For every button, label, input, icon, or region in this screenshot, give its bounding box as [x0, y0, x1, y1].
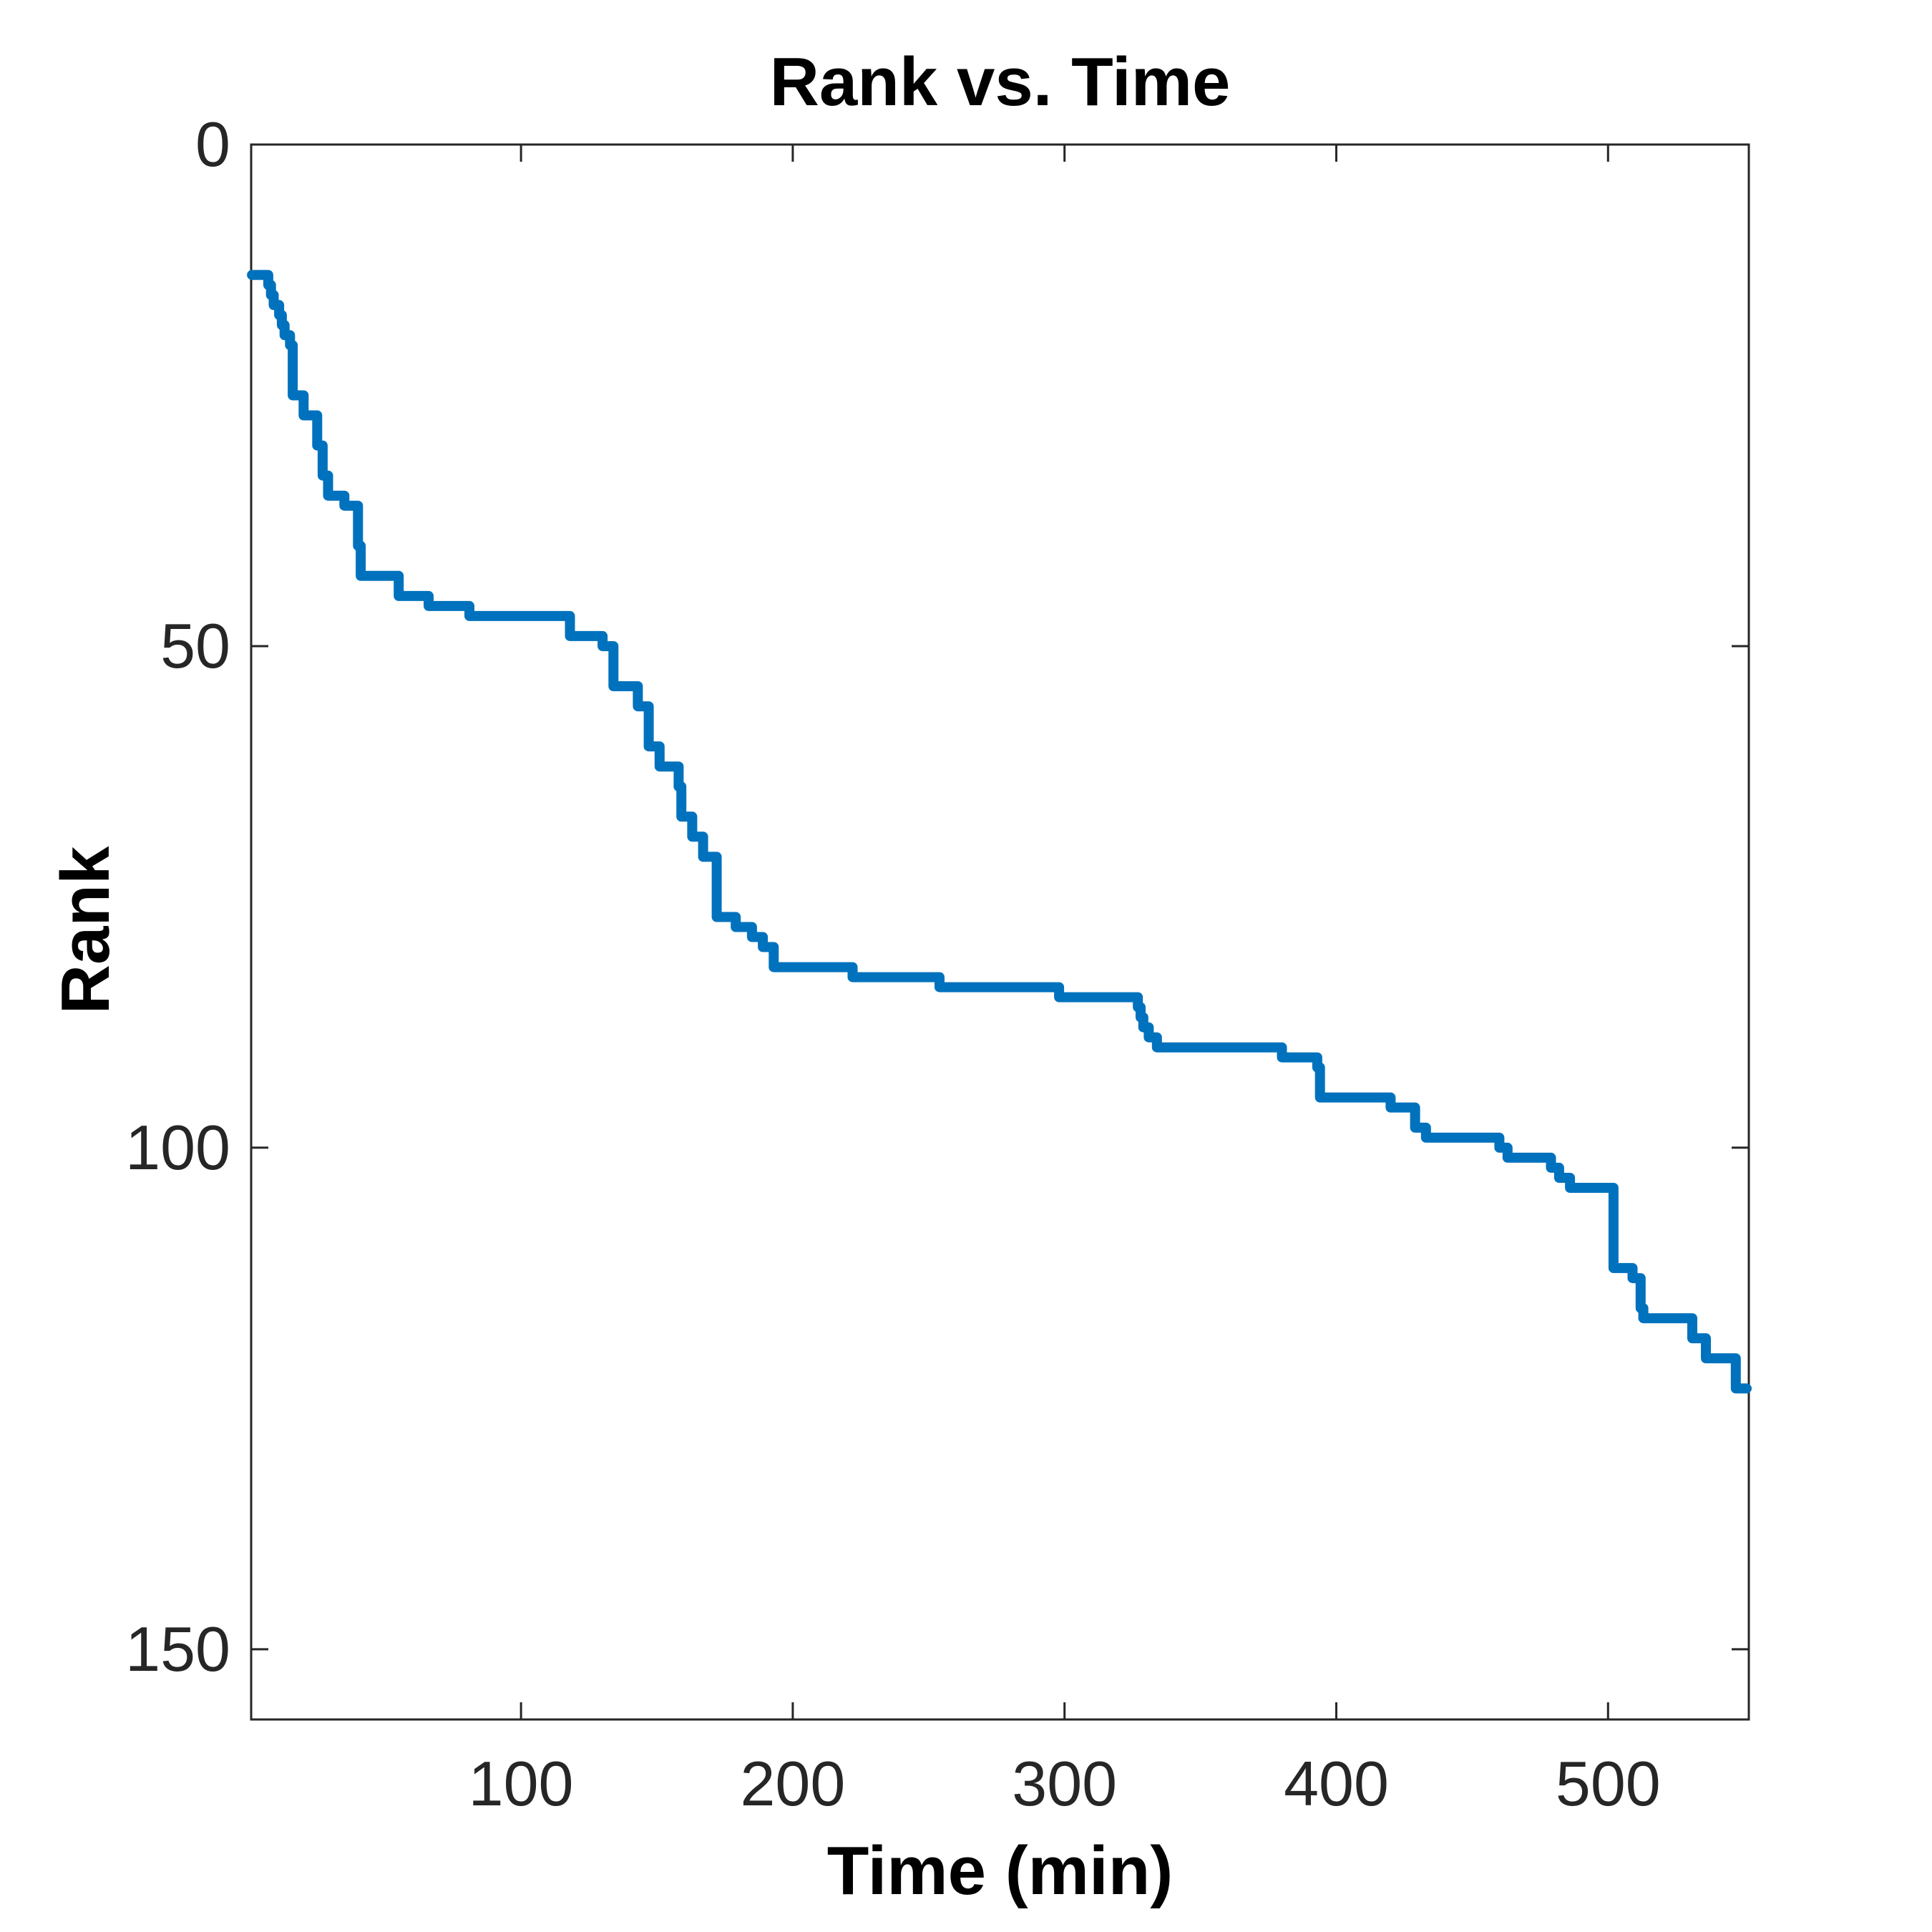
x-tick-label: 200	[740, 1748, 846, 1819]
chart-title: Rank vs. Time	[769, 44, 1231, 120]
y-tick-label: 150	[125, 1613, 230, 1684]
rank-line-series	[247, 270, 1752, 1394]
x-axis-label: Time (min)	[826, 1833, 1174, 1909]
x-tick-label: 400	[1284, 1748, 1389, 1819]
y-tick-label: 100	[125, 1111, 230, 1183]
rank-line	[247, 270, 1752, 1394]
x-tick-label: 500	[1555, 1748, 1661, 1819]
axis-ticks	[251, 143, 1749, 1719]
axes-box	[250, 143, 1750, 1721]
y-tick-label: 50	[160, 610, 230, 681]
y-tick-label: 0	[195, 109, 230, 180]
x-tick-label: 100	[468, 1748, 574, 1819]
x-tick-label: 300	[1012, 1748, 1118, 1819]
y-axis-label: Rank	[47, 846, 124, 1015]
